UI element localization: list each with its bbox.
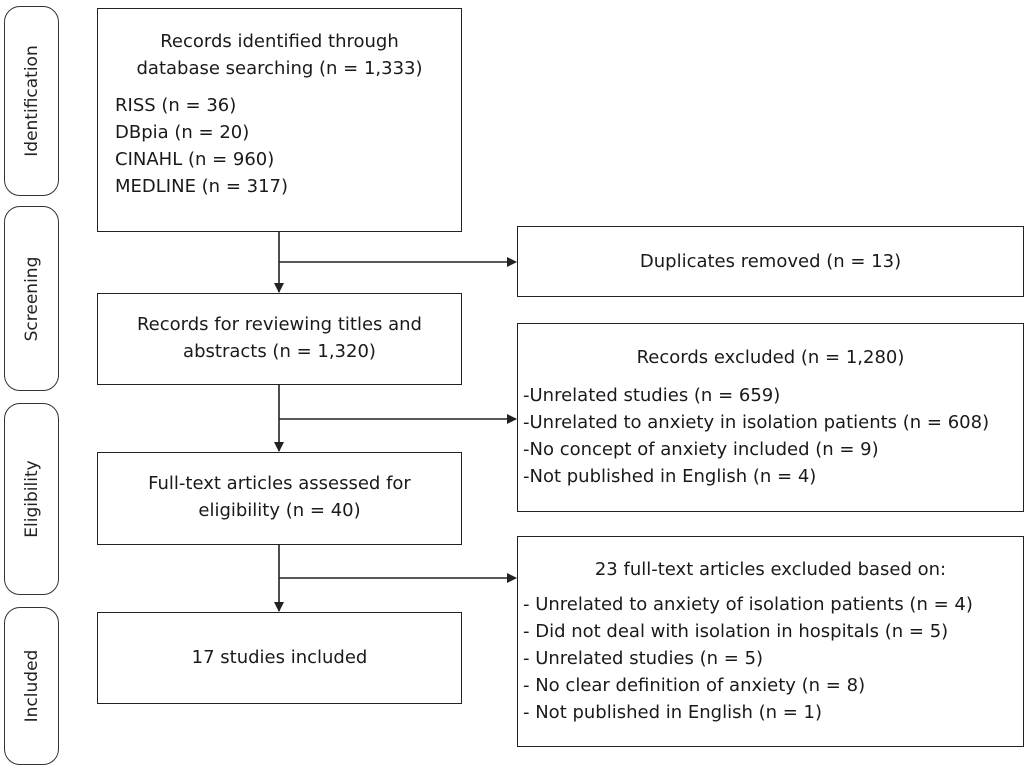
- records-excluded-box: Records excluded (n = 1,280) -Unrelated …: [517, 323, 1024, 512]
- phase-identification: Identification: [4, 6, 59, 196]
- excluded-reason-unrelated-anxiety: -Unrelated to anxiety in isolation patie…: [523, 412, 990, 433]
- excluded-reason-no-concept: -No concept of anxiety included (n = 9): [523, 439, 879, 460]
- records-screened-box: Records for reviewing titles and abstrac…: [97, 293, 462, 385]
- duplicates-removed-box: Duplicates removed (n = 13): [517, 226, 1024, 297]
- records-identified-box: Records identified through database sear…: [97, 8, 462, 232]
- phase-identification-label: Identification: [21, 45, 42, 157]
- ft-reason-no-definition: - No clear definition of anxiety (n = 8): [523, 675, 866, 696]
- full-text-line-1: Full-text articles assessed for: [148, 473, 411, 494]
- full-text-assessed-box: Full-text articles assessed for eligibil…: [97, 452, 462, 545]
- source-dbpia: DBpia (n = 20): [115, 122, 250, 143]
- full-text-line-2: eligibility (n = 40): [198, 500, 361, 521]
- screened-line-2: abstracts (n = 1,320): [183, 341, 376, 362]
- ft-reason-not-hospitals: - Did not deal with isolation in hospita…: [523, 621, 949, 642]
- excluded-reason-not-english: -Not published in English (n = 4): [523, 466, 817, 487]
- full-text-excluded-box: 23 full-text articles excluded based on:…: [517, 536, 1024, 747]
- phase-included-label: Included: [21, 649, 42, 723]
- studies-included-text: 17 studies included: [191, 647, 368, 668]
- phase-eligibility: Eligibility: [4, 403, 59, 595]
- studies-included-box: 17 studies included: [97, 612, 462, 704]
- full-text-excluded-heading: 23 full-text articles excluded based on:: [594, 559, 947, 580]
- ft-reason-unrelated-anxiety: - Unrelated to anxiety of isolation pati…: [523, 594, 973, 615]
- phase-screening-label: Screening: [21, 256, 42, 341]
- phase-eligibility-label: Eligibility: [21, 460, 42, 538]
- records-excluded-heading: Records excluded (n = 1,280): [636, 347, 905, 368]
- ft-reason-unrelated-studies: - Unrelated studies (n = 5): [523, 648, 764, 669]
- excluded-reason-unrelated-studies: -Unrelated studies (n = 659): [523, 385, 781, 406]
- phase-included: Included: [4, 607, 59, 765]
- source-riss: RISS (n = 36): [115, 95, 237, 116]
- identified-heading-line-1: Records identified through: [160, 31, 399, 52]
- ft-reason-not-english: - Not published in English (n = 1): [523, 702, 823, 723]
- identified-heading-line-2: database searching (n = 1,333): [136, 58, 423, 79]
- duplicates-removed-text: Duplicates removed (n = 13): [639, 251, 902, 272]
- source-medline: MEDLINE (n = 317): [115, 176, 288, 197]
- phase-screening: Screening: [4, 206, 59, 391]
- screened-line-1: Records for reviewing titles and: [136, 314, 422, 335]
- source-cinahl: CINAHL (n = 960): [115, 149, 275, 170]
